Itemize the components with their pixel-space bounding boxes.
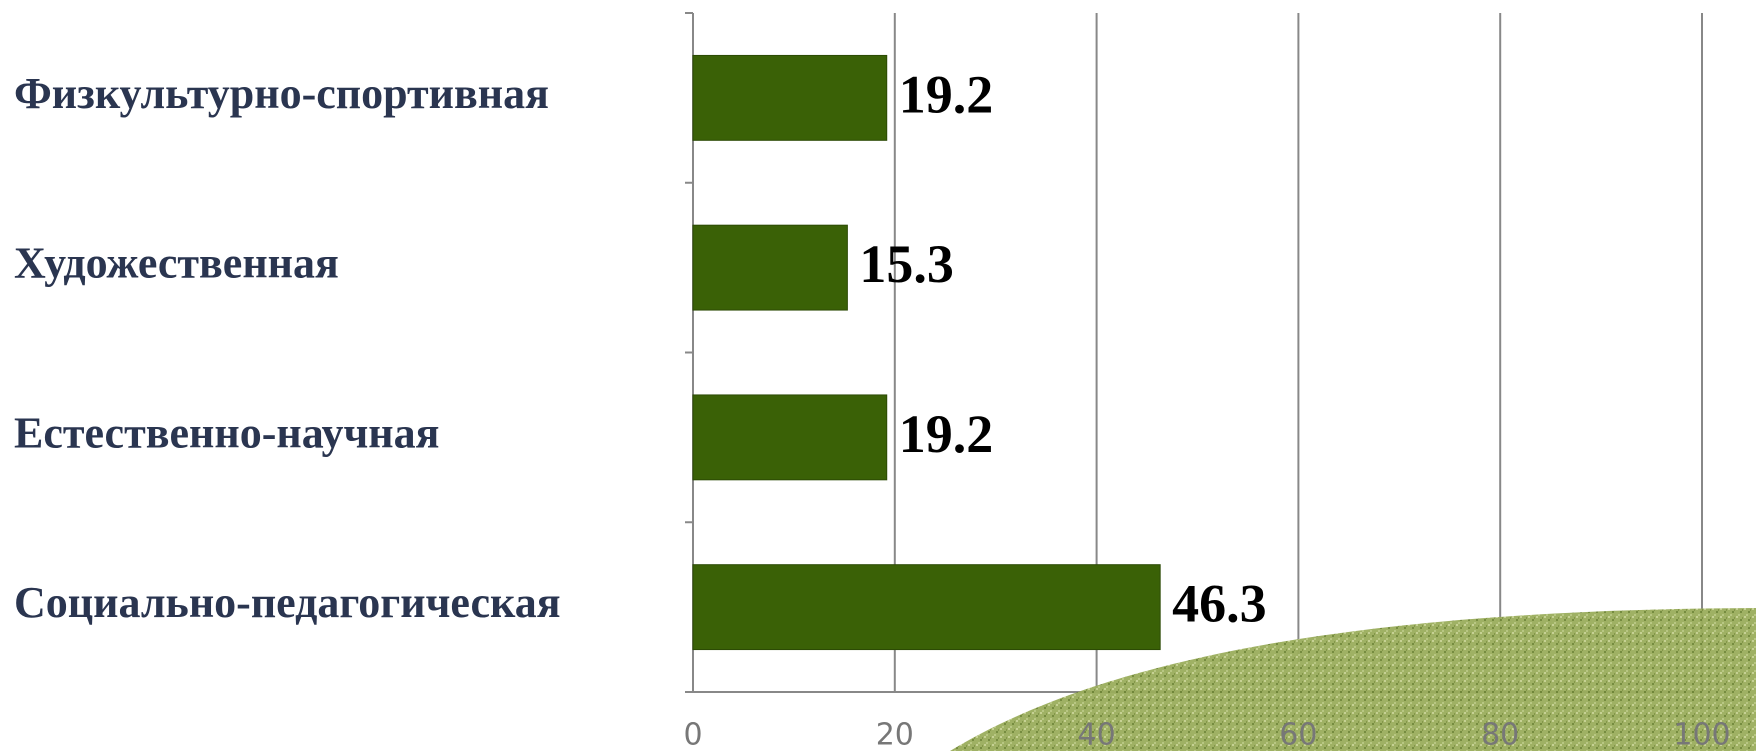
x-tick-label: 20 xyxy=(876,718,914,751)
x-tick-label: 40 xyxy=(1078,718,1116,751)
x-tick-label: 100 xyxy=(1673,718,1730,751)
x-tick-label: 80 xyxy=(1481,718,1519,751)
bar xyxy=(692,54,888,141)
bar xyxy=(692,564,1161,651)
x-tick-label: 0 xyxy=(683,718,702,751)
value-label: 19.2 xyxy=(899,64,994,124)
category-label: Художественная xyxy=(14,239,339,288)
value-label: 19.2 xyxy=(899,404,994,464)
category-label: Естественно-научная xyxy=(14,408,439,457)
bar xyxy=(692,224,848,311)
value-label: 15.3 xyxy=(859,234,954,294)
category-label: Социально-педагогическая xyxy=(14,578,561,627)
decorative-wave xyxy=(950,608,1756,751)
bar xyxy=(692,394,888,481)
x-tick-label: 60 xyxy=(1279,718,1317,751)
category-label: Физкультурно-спортивная xyxy=(14,69,549,118)
value-label: 46.3 xyxy=(1172,574,1267,634)
